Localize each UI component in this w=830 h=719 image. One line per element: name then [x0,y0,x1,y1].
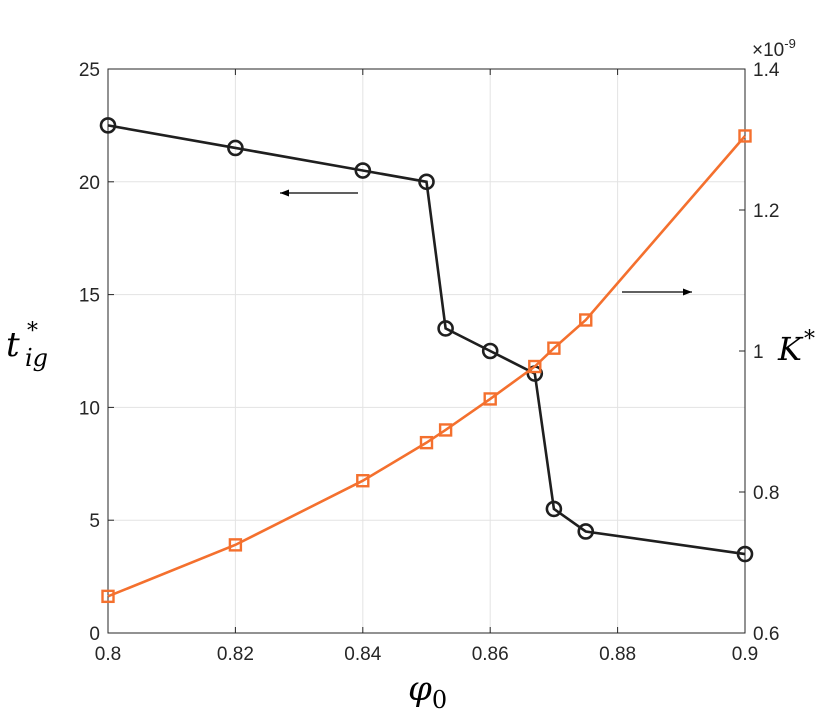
series [99,117,754,604]
right-y-tick-label: 0.6 [753,624,779,645]
annotations [280,189,692,296]
x-tick-label: 0.86 [472,644,509,665]
data-point-circle [99,117,117,134]
data-point-square [483,392,497,406]
data-point-square [419,435,434,450]
data-point-square [579,313,593,327]
right-y-axis-label-superscript: * [804,327,815,352]
right-y-axis-label-main: K [777,330,804,368]
data-point-circle [418,173,435,191]
right-arrow-head [683,288,692,296]
x-tick-label: 0.9 [732,644,758,665]
left-y-tick-label: 10 [79,398,100,419]
right-y-tick-label: 0.8 [753,483,779,504]
left-y-axis-label-main: t [6,325,20,365]
x-axis-label-main: φ [408,669,432,709]
x-tick-label: 0.82 [217,644,254,665]
data-point-square [738,129,752,143]
right-y-axis-label: K [777,330,804,368]
right-axis-exponent: ×10-9 [752,36,796,61]
left-y-tick-label: 0 [89,624,100,645]
right-axis-exponent-power: -9 [784,36,796,51]
left-y-tick-label: 20 [79,173,100,194]
right-y-tick-label: 1 [753,342,764,363]
left-y-axis-label-superscript: * [27,319,38,344]
right-axis-exponent-base: ×10 [752,40,784,61]
grid [107,68,746,634]
left-y-axis-label-subscript: ig [25,344,48,372]
data-point-square [438,423,453,437]
ticks: 0.8 0.82 0.84 0.86 0.88 0.9 0 5 10 15 20 25 0.6 0.8 1 1… [79,60,780,665]
x-tick-label: 0.84 [344,644,381,665]
data-point-square [101,589,115,604]
series-left-circle [99,117,754,563]
x-tick-label: 0.8 [95,644,121,665]
left-y-tick-label: 5 [89,511,100,532]
data-point-circle [545,500,563,518]
data-point-circle [481,342,499,360]
data-point-circle [437,320,454,337]
data-point-square [356,474,370,488]
right-y-tick-label: 1.2 [753,201,779,222]
left-y-axis-label: t [6,325,20,365]
data-point-circle [354,162,372,179]
right-y-tick-label: 1.4 [753,60,780,81]
data-point-circle [227,139,244,157]
data-point-circle [736,545,754,563]
left-arrow-head [280,189,289,197]
data-point-square [547,341,561,355]
x-tick-label: 0.88 [599,644,636,665]
series-line [107,135,746,598]
x-axis-label: φ0 [408,669,447,714]
series-line [107,124,746,556]
left-y-tick-label: 15 [79,286,100,307]
x-axis-label-subscript: 0 [432,686,447,714]
data-point-circle [577,523,595,540]
plot-area-frame [107,68,746,634]
series-right-square [101,129,752,604]
data-point-square [228,538,243,552]
data-point-square [528,359,542,374]
left-y-tick-label: 25 [79,60,100,81]
